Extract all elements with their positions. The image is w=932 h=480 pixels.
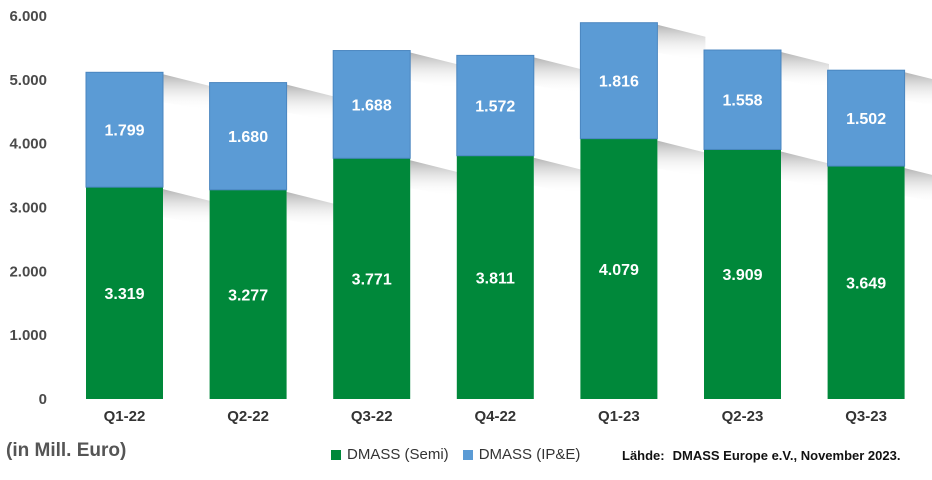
data-label: 1.558	[722, 93, 762, 110]
data-label: 3.277	[228, 287, 268, 304]
y-tick-label: 6.000	[9, 8, 47, 25]
data-label: 1.688	[352, 97, 392, 114]
bar-semi	[209, 189, 287, 399]
x-tick-label: Q2-22	[227, 408, 269, 425]
data-label: 1.799	[104, 123, 144, 140]
bar-shadow	[657, 140, 706, 177]
data-label: 3.649	[846, 276, 886, 293]
legend-swatch-semi	[331, 449, 341, 460]
y-tick-label: 5.000	[9, 72, 47, 89]
bar-shadow	[533, 157, 582, 194]
y-axis: 0 1.000 2.000 3.000 4.000 5.000 6.000	[9, 8, 47, 408]
bar-shadows	[163, 24, 932, 228]
bar-semi	[704, 149, 781, 399]
x-tick-label: Q1-23	[598, 408, 640, 425]
y-tick-label: 4.000	[9, 136, 47, 153]
bar-ipe	[85, 71, 164, 188]
bar-ipe	[332, 50, 411, 159]
data-label: 3.811	[476, 270, 515, 287]
legend-item-semi: DMASS (Semi)	[331, 446, 449, 463]
data-label: 1.680	[228, 129, 268, 146]
bar-ipe	[456, 54, 535, 157]
y-tick-label: 0	[39, 391, 47, 408]
bar-semi	[333, 158, 411, 399]
bar-shadow	[533, 57, 582, 94]
legend-label-ipe: DMASS (IP&E)	[478, 446, 581, 463]
bar-shadow	[904, 72, 932, 105]
bar-shadow	[904, 168, 932, 201]
bar-ipe	[209, 82, 288, 191]
unit-label: (in Mill. Euro)	[6, 440, 127, 461]
data-label: 1.572	[475, 99, 515, 116]
bar-ipe	[703, 49, 782, 150]
x-tick-label: Q3-22	[351, 408, 393, 425]
legend-swatch-ipe	[462, 449, 473, 460]
x-tick-label: Q4-22	[474, 408, 516, 425]
legend: DMASS (Semi) DMASS (IP&E)	[331, 446, 594, 463]
legend-label-semi: DMASS (Semi)	[347, 446, 449, 463]
bar-ipe	[827, 69, 906, 167]
legend-item-ipe: DMASS (IP&E)	[462, 446, 581, 463]
y-tick-label: 2.000	[9, 263, 47, 280]
data-label: 4.079	[599, 262, 639, 279]
bar-shadow	[163, 189, 211, 226]
data-labels-group: 3.319 1.799 3.277 1.680 3.771 1.688 3.811 1.572…	[104, 74, 886, 305]
bar-shadow	[286, 84, 335, 121]
bar-shadow	[410, 52, 459, 89]
bar-semi	[827, 166, 905, 399]
bar-semi	[580, 138, 658, 399]
data-label: 3.909	[722, 267, 762, 284]
y-tick-label: 3.000	[9, 200, 47, 217]
source-text: DMASS Europe e.V., November 2023.	[672, 448, 901, 463]
bar-ipe	[579, 22, 658, 140]
bar-shadow	[163, 74, 211, 111]
bar-shadow	[410, 160, 459, 197]
data-label: 1.502	[846, 111, 886, 128]
x-tick-label: Q1-22	[104, 408, 146, 425]
bar-semi	[456, 155, 534, 399]
bar-shadow	[657, 24, 706, 61]
data-label: 3.319	[104, 286, 144, 303]
bar-shadow	[781, 151, 829, 188]
bar-shadow	[781, 52, 829, 89]
x-tick-label: Q2-23	[722, 408, 764, 425]
y-tick-label: 1.000	[9, 327, 47, 344]
x-axis: Q1-22 Q2-22 Q3-22 Q4-22 Q1-23 Q2-23 Q3-23	[104, 408, 887, 425]
x-tick-label: Q3-23	[845, 408, 887, 425]
data-label: 3.771	[352, 272, 392, 289]
bar-semi	[86, 187, 163, 399]
bar-shadow	[286, 191, 335, 228]
source-label: Lähde:	[622, 448, 665, 463]
bars-group	[85, 22, 906, 399]
source-note: Lähde: DMASS Europe e.V., November 2023.	[622, 448, 900, 463]
data-label: 1.816	[599, 74, 639, 91]
